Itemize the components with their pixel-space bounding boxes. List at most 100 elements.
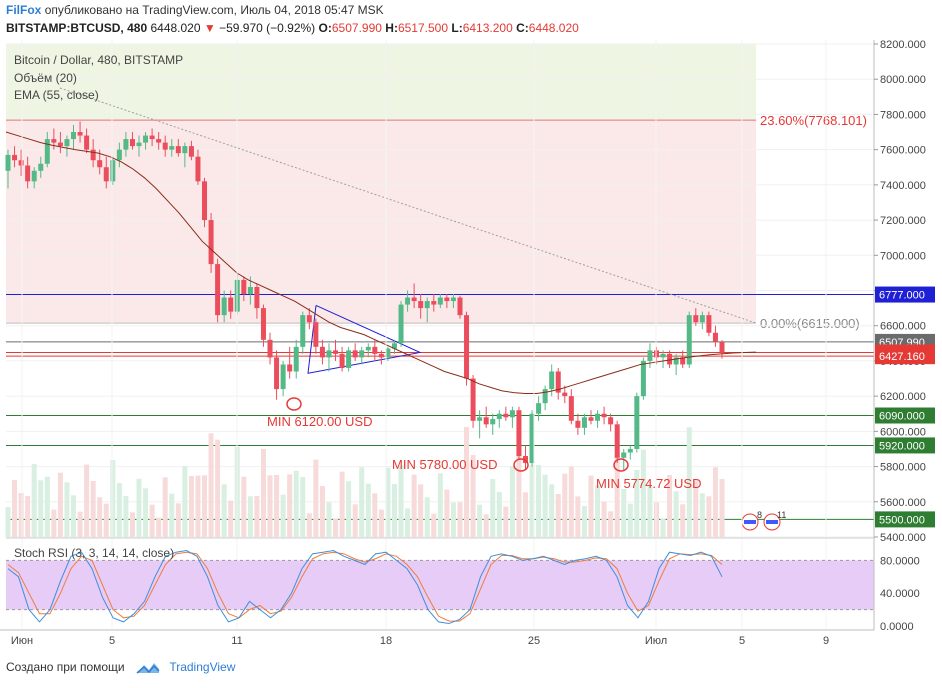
volume-bar: [706, 496, 712, 537]
candle-body: [673, 357, 679, 365]
price-tick-label: 7200.000: [880, 215, 926, 227]
price-tick-label: 8000.000: [880, 74, 926, 86]
triangle-pattern: [307, 305, 422, 374]
candle-body: [712, 332, 718, 342]
candle-body: [627, 448, 633, 453]
volume-bar: [660, 518, 666, 537]
volume-bar: [483, 514, 489, 537]
candle-body: [536, 403, 542, 414]
volume-bar: [693, 480, 699, 537]
volume-bar: [372, 493, 378, 537]
volume-bar: [346, 481, 352, 537]
legend-stoch: Stoch RSI (3, 3, 14, 14, close): [14, 546, 174, 560]
volume-bar: [149, 504, 155, 537]
candle-body: [431, 301, 437, 305]
candle-body: [293, 346, 299, 372]
high-value: 6517.500: [397, 21, 449, 35]
candle-body: [260, 308, 266, 340]
volume-bar: [260, 449, 266, 537]
min-marker-icon: [286, 397, 302, 411]
volume-bar: [25, 496, 31, 537]
candle-body: [542, 389, 548, 404]
volume-bar: [719, 479, 725, 537]
candle-body: [195, 156, 201, 182]
candle-body: [221, 297, 227, 316]
candle-body: [706, 315, 712, 333]
volume-bar: [581, 506, 587, 537]
candle-body: [516, 410, 522, 457]
time-tick-label: 25: [528, 635, 540, 647]
volume-bar: [97, 497, 103, 537]
price-tick-label: 7000.000: [880, 250, 926, 262]
time-tick-label: 5: [739, 635, 745, 647]
candle-body: [424, 301, 430, 309]
price-tick-label: 7800.000: [880, 109, 926, 121]
volume-bar: [509, 466, 515, 537]
open-label: O:: [318, 21, 332, 35]
candle-body: [241, 279, 247, 295]
volume-bar: [522, 492, 528, 537]
fib-zone-lower: [6, 120, 756, 324]
volume-bar: [300, 477, 306, 537]
ema-line: [5, 131, 757, 395]
volume-bar: [575, 496, 581, 537]
volume-bar: [365, 483, 371, 537]
candle-body: [287, 364, 293, 372]
author-name[interactable]: FilFox: [6, 3, 42, 17]
volume-bar: [287, 474, 293, 537]
volume-bar: [208, 433, 214, 537]
time-tick-label: 18: [380, 635, 392, 647]
stoch-tick-label: 40.0000: [880, 588, 920, 600]
candle-body: [188, 146, 194, 157]
low-label: L:: [451, 21, 463, 35]
candle-body: [614, 424, 620, 458]
volume-bar: [31, 464, 37, 537]
volume-bar: [215, 439, 221, 537]
price-tick-label: 8200.000: [880, 40, 926, 51]
candle-body: [437, 297, 443, 305]
volume-bar: [634, 470, 640, 537]
volume-bar: [136, 478, 142, 537]
volume-bar: [457, 502, 463, 537]
volume-bar: [116, 483, 122, 537]
candle-body: [175, 146, 181, 154]
volume-bar: [496, 492, 502, 537]
chart-area[interactable]: 23.60%(7768.101) 0.00%(6615.000) MIN 6120.…: [0, 40, 942, 652]
volume-bar: [568, 466, 574, 537]
candle-body: [699, 315, 705, 323]
volume-bar: [673, 491, 679, 537]
candle-body: [719, 341, 725, 353]
candle-body: [18, 160, 24, 166]
volume-bar: [470, 455, 476, 537]
volume-bar: [182, 466, 188, 537]
candle-body: [640, 360, 646, 397]
candle-body: [202, 181, 208, 221]
candle-body: [568, 396, 574, 421]
price-pane[interactable]: 23.60%(7768.101) 0.00%(6615.000) MIN 6120.…: [5, 40, 875, 652]
price-badge: [875, 407, 935, 424]
candle-body: [313, 322, 319, 347]
legend-volume: Объём (20): [14, 71, 77, 85]
volume-bar: [247, 496, 253, 537]
volume-bar: [110, 460, 116, 537]
close-label: C:: [516, 21, 529, 35]
candle-body: [562, 392, 568, 397]
volume-bar: [293, 470, 299, 537]
change-value: −59.970 (−0.92%): [219, 21, 316, 35]
tradingview-link[interactable]: TradingView: [169, 660, 236, 674]
publish-text: опубликовано на TradingView.com, Июль 04…: [44, 3, 384, 17]
price-tick-label: 7400.000: [880, 180, 926, 192]
time-tick-label: 5: [109, 635, 115, 647]
volume-bar: [274, 475, 280, 537]
volume-bar: [267, 475, 273, 537]
volume-bar: [529, 465, 535, 537]
stoch-band: [6, 560, 874, 610]
volume-bar: [627, 503, 633, 537]
volume-bar: [188, 476, 194, 537]
candle-body: [57, 142, 63, 147]
candle-body: [84, 135, 90, 150]
candle-body: [660, 353, 666, 358]
stoch-rsi-pane[interactable]: [6, 537, 874, 625]
close-value: 6448.020: [528, 21, 579, 35]
open-value: 6507.990: [331, 21, 382, 35]
